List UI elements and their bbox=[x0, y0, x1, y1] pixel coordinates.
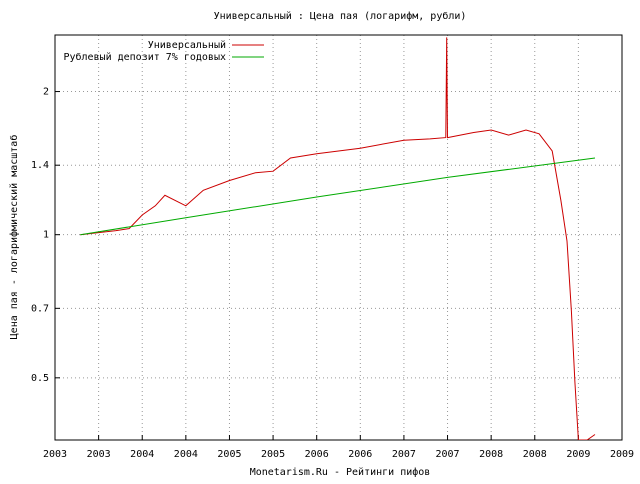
x-tick-label: 2006 bbox=[305, 449, 329, 460]
x-tick-label: 2007 bbox=[435, 449, 459, 460]
x-axis-label: Monetarism.Ru - Рейтинги пифов bbox=[250, 466, 431, 478]
x-tick-label: 2004 bbox=[130, 449, 154, 460]
x-tick-label: 2005 bbox=[217, 449, 241, 460]
plot-frame bbox=[54, 34, 623, 441]
x-tick-label: 2003 bbox=[87, 449, 111, 460]
y-tick-label: 2 bbox=[43, 87, 49, 98]
data-line bbox=[80, 37, 596, 440]
x-tick-label: 2003 bbox=[43, 449, 67, 460]
x-tick-label: 2006 bbox=[348, 449, 372, 460]
y-tick-label: 0.5 bbox=[31, 373, 49, 384]
x-tick-label: 2005 bbox=[261, 449, 285, 460]
x-tick-label: 2009 bbox=[610, 449, 634, 460]
y-axis-label: Цена пая - логарифмический масштаб bbox=[8, 135, 20, 340]
x-tick-label: 2009 bbox=[566, 449, 590, 460]
legend-label: Рублевый депозит 7% годовых bbox=[63, 51, 226, 63]
y-tick-label: 1.4 bbox=[31, 160, 49, 171]
x-tick-label: 2008 bbox=[523, 449, 547, 460]
chart-title: Универсальный : Цена пая (логарифм, рубл… bbox=[214, 10, 467, 22]
x-tick-label: 2004 bbox=[174, 449, 198, 460]
data-line bbox=[80, 157, 596, 236]
y-tick-label: 0.7 bbox=[31, 303, 49, 314]
legend-label: Универсальный bbox=[148, 39, 226, 51]
x-tick-label: 2008 bbox=[479, 449, 503, 460]
y-tick-label: 1 bbox=[43, 230, 49, 241]
x-tick-label: 2007 bbox=[392, 449, 416, 460]
